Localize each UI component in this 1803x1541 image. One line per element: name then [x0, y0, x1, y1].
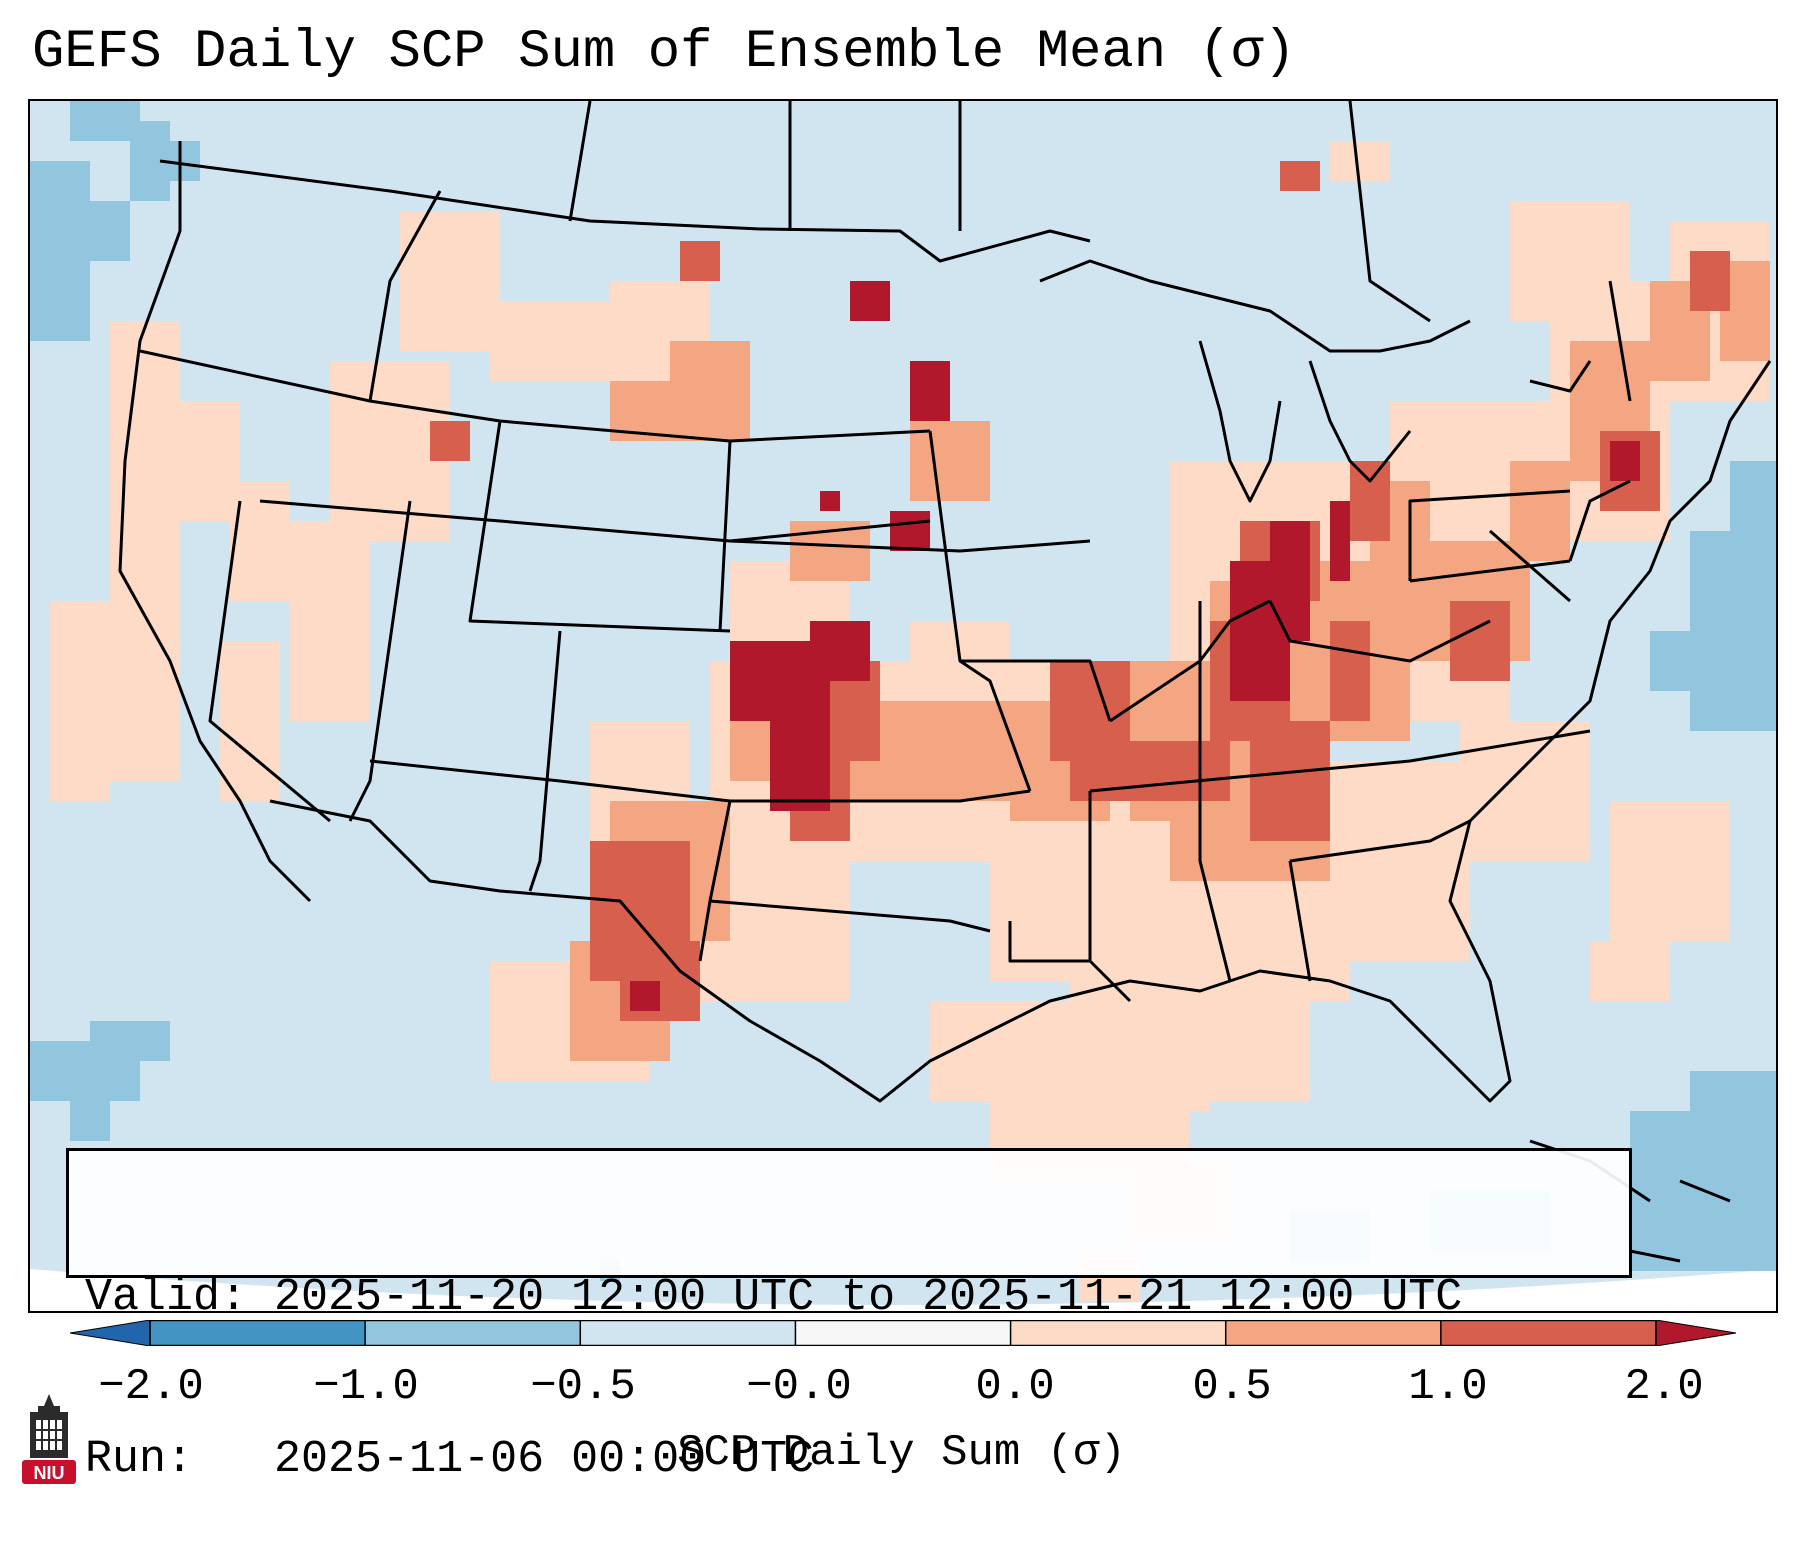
colorbar-extend-high: [1655, 1320, 1736, 1346]
colorbar-tick-label: 1.0: [1408, 1362, 1488, 1412]
projection-outside-corner: [30, 1269, 1776, 1311]
valid-run-info-box: Valid: 2025-11-20 12:00 UTC to 2025-11-2…: [66, 1148, 1632, 1485]
chart-title: GEFS Daily SCP Sum of Ensemble Mean (σ): [32, 22, 1296, 83]
valid-label: Valid:: [85, 1272, 248, 1323]
colorbar-tick-label: −1.0: [313, 1362, 419, 1412]
map-panel: [28, 99, 1778, 1313]
run-label: Run:: [85, 1434, 194, 1485]
run-row: Run: 2025-11-06 00:00 UTC: [85, 1433, 1613, 1487]
valid-row: Valid: 2025-11-20 12:00 UTC to 2025-11-2…: [85, 1271, 1613, 1325]
colorbar-bin: [795, 1320, 1012, 1346]
colorbar-label: SCP Daily Sum (σ): [677, 1428, 1126, 1478]
map-svg: [30, 101, 1776, 1311]
colorbar-extend-low: [70, 1320, 151, 1346]
colorbar-bin: [1440, 1320, 1657, 1346]
colorbar-bin: [1010, 1320, 1227, 1346]
run-time: 2025-11-06 00:00 UTC: [274, 1434, 815, 1485]
colorbar-tick-label: −2.0: [98, 1362, 204, 1412]
valid-time-range: 2025-11-20 12:00 UTC to 2025-11-21 12:00…: [274, 1272, 1463, 1323]
colorbar-bin: [365, 1320, 581, 1346]
colorbar-bin: [1225, 1320, 1442, 1346]
colorbar-bin: [150, 1320, 366, 1346]
positive-anomaly-max: [630, 281, 1640, 1011]
boundary-lines: [118, 101, 1772, 1263]
colorbar-tick-label: 0.5: [1192, 1362, 1272, 1412]
niu-badge-text: NIU: [34, 1463, 65, 1483]
colorbar-tick-label: 0.0: [975, 1362, 1055, 1412]
colorbar-tick-label: 2.0: [1624, 1362, 1704, 1412]
colorbar: [70, 1320, 1736, 1346]
university-tower-icon: NIU: [22, 1394, 76, 1484]
colorbar-bin: [580, 1320, 796, 1346]
colorbar-tick-label: −0.5: [530, 1362, 636, 1412]
niu-badge: [22, 1460, 76, 1484]
colorbar-tick-label: −0.0: [746, 1362, 852, 1412]
